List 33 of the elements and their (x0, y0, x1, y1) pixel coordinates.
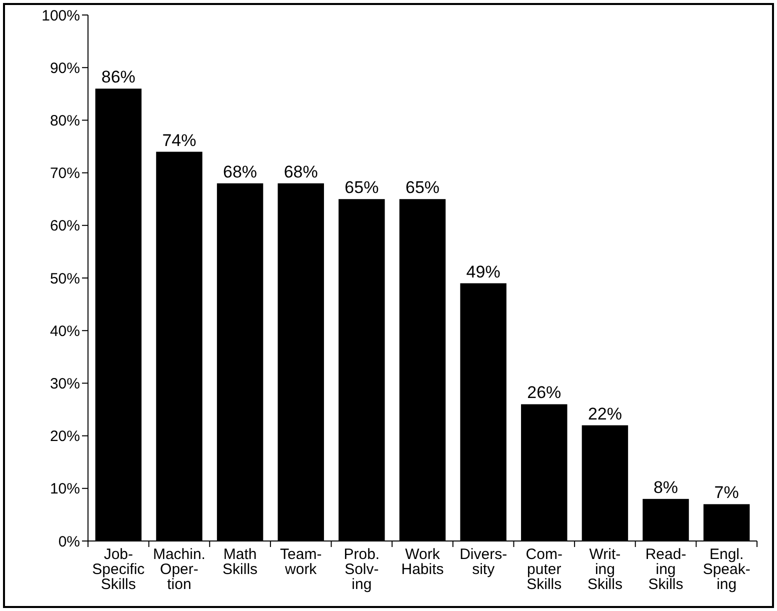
data-label: 26% (527, 383, 562, 402)
x-tick-label: Machin. Oper- tion (152, 546, 206, 593)
y-tick-label: 50% (50, 270, 80, 288)
y-tick-label: 100% (42, 7, 80, 24)
x-tick-label: Math Skills (222, 546, 258, 578)
data-label: 7% (714, 483, 739, 502)
data-label: 68% (284, 162, 318, 182)
data-label: 86% (101, 68, 136, 87)
x-tick-label: Writ- ing Skills (587, 546, 622, 593)
x-tick-label: Divers- sity (460, 546, 508, 578)
x-tick-label: Engl. Speak- ing (702, 546, 750, 593)
data-label: 49% (466, 262, 500, 282)
y-tick-label: 70% (50, 165, 80, 182)
y-tick-label: 20% (50, 428, 80, 446)
x-tick-label: Read- ing Skills (645, 546, 686, 593)
data-label: 8% (653, 478, 678, 497)
y-tick-label: 0% (58, 533, 80, 550)
x-tick-label: Team- work (280, 546, 322, 578)
y-tick-label: 60% (50, 218, 80, 235)
data-label: 22% (588, 404, 622, 424)
data-label: 68% (223, 162, 258, 182)
x-tick-label: Work Habits (401, 546, 444, 578)
y-tick-label: 40% (50, 322, 80, 340)
data-label: 65% (344, 178, 379, 198)
y-tick-label: 90% (50, 60, 80, 77)
data-label: 65% (405, 178, 440, 198)
y-tick-label: 30% (50, 375, 80, 392)
x-tick-label: Job- Specific Skills (92, 546, 146, 593)
y-tick-label: 10% (50, 480, 80, 498)
x-tick-label: Com- puter Skills (526, 546, 562, 593)
x-tick-label: Prob. Solv- ing (344, 546, 380, 593)
y-tick-label: 80% (50, 112, 80, 130)
data-label: 74% (162, 130, 196, 150)
